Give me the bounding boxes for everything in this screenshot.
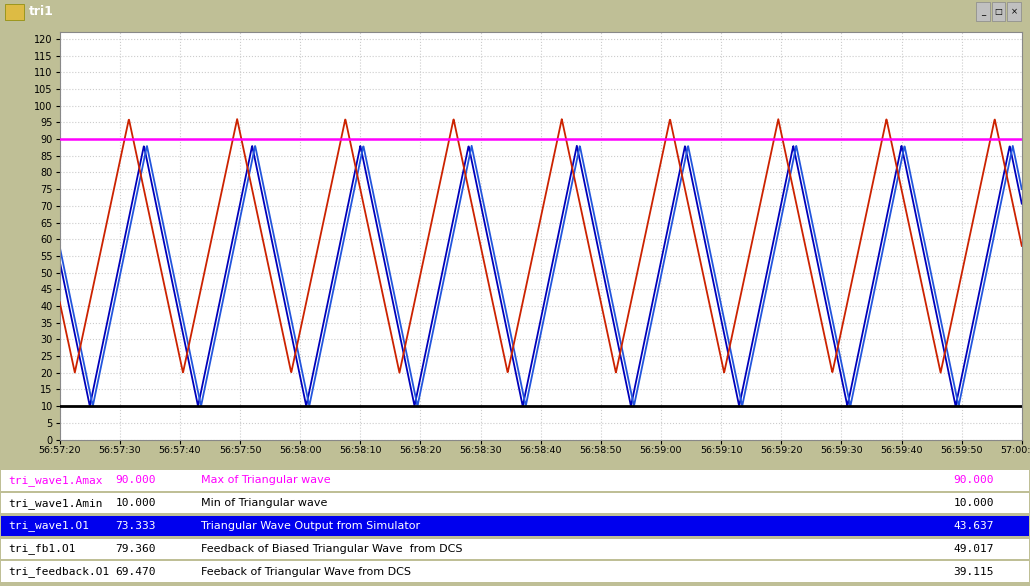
- Text: □: □: [995, 7, 1002, 16]
- Bar: [976, 2, 990, 21]
- Text: 49.017: 49.017: [954, 544, 994, 554]
- Text: tri_wave1.O1: tri_wave1.O1: [8, 520, 90, 532]
- Text: 10.000: 10.000: [115, 498, 156, 508]
- Text: tri_wave1.Amin: tri_wave1.Amin: [8, 498, 103, 509]
- Bar: [1, 470, 1029, 490]
- Text: 79.360: 79.360: [115, 544, 156, 554]
- Text: tri1: tri1: [29, 5, 54, 18]
- Text: 10.000: 10.000: [954, 498, 994, 508]
- Text: 90.000: 90.000: [954, 475, 994, 485]
- Bar: [1007, 2, 1021, 21]
- Text: 90.000: 90.000: [115, 475, 156, 485]
- Text: Feedback of Biased Triangular Wave  from DCS: Feedback of Biased Triangular Wave from …: [201, 544, 462, 554]
- Text: Min of Triangular wave: Min of Triangular wave: [201, 498, 328, 508]
- Text: tri_wave1.Amax: tri_wave1.Amax: [8, 475, 103, 486]
- Bar: [992, 2, 1005, 21]
- Text: Max of Triangular wave: Max of Triangular wave: [201, 475, 331, 485]
- Text: ×: ×: [1010, 7, 1018, 16]
- Text: tri_fb1.O1: tri_fb1.O1: [8, 543, 76, 554]
- Bar: [5, 4, 24, 20]
- Text: 39.115: 39.115: [954, 567, 994, 577]
- Bar: [1, 493, 1029, 513]
- Text: 43.637: 43.637: [954, 521, 994, 531]
- Text: 69.470: 69.470: [115, 567, 156, 577]
- Bar: [1, 516, 1029, 536]
- Text: 73.333: 73.333: [115, 521, 156, 531]
- Text: _: _: [981, 7, 986, 16]
- Bar: [1, 561, 1029, 582]
- Text: Feeback of Triangular Wave from DCS: Feeback of Triangular Wave from DCS: [201, 567, 411, 577]
- Text: Triangular Wave Output from Simulator: Triangular Wave Output from Simulator: [201, 521, 420, 531]
- Bar: [1, 539, 1029, 559]
- Text: tri_feedback.O1: tri_feedback.O1: [8, 566, 109, 577]
